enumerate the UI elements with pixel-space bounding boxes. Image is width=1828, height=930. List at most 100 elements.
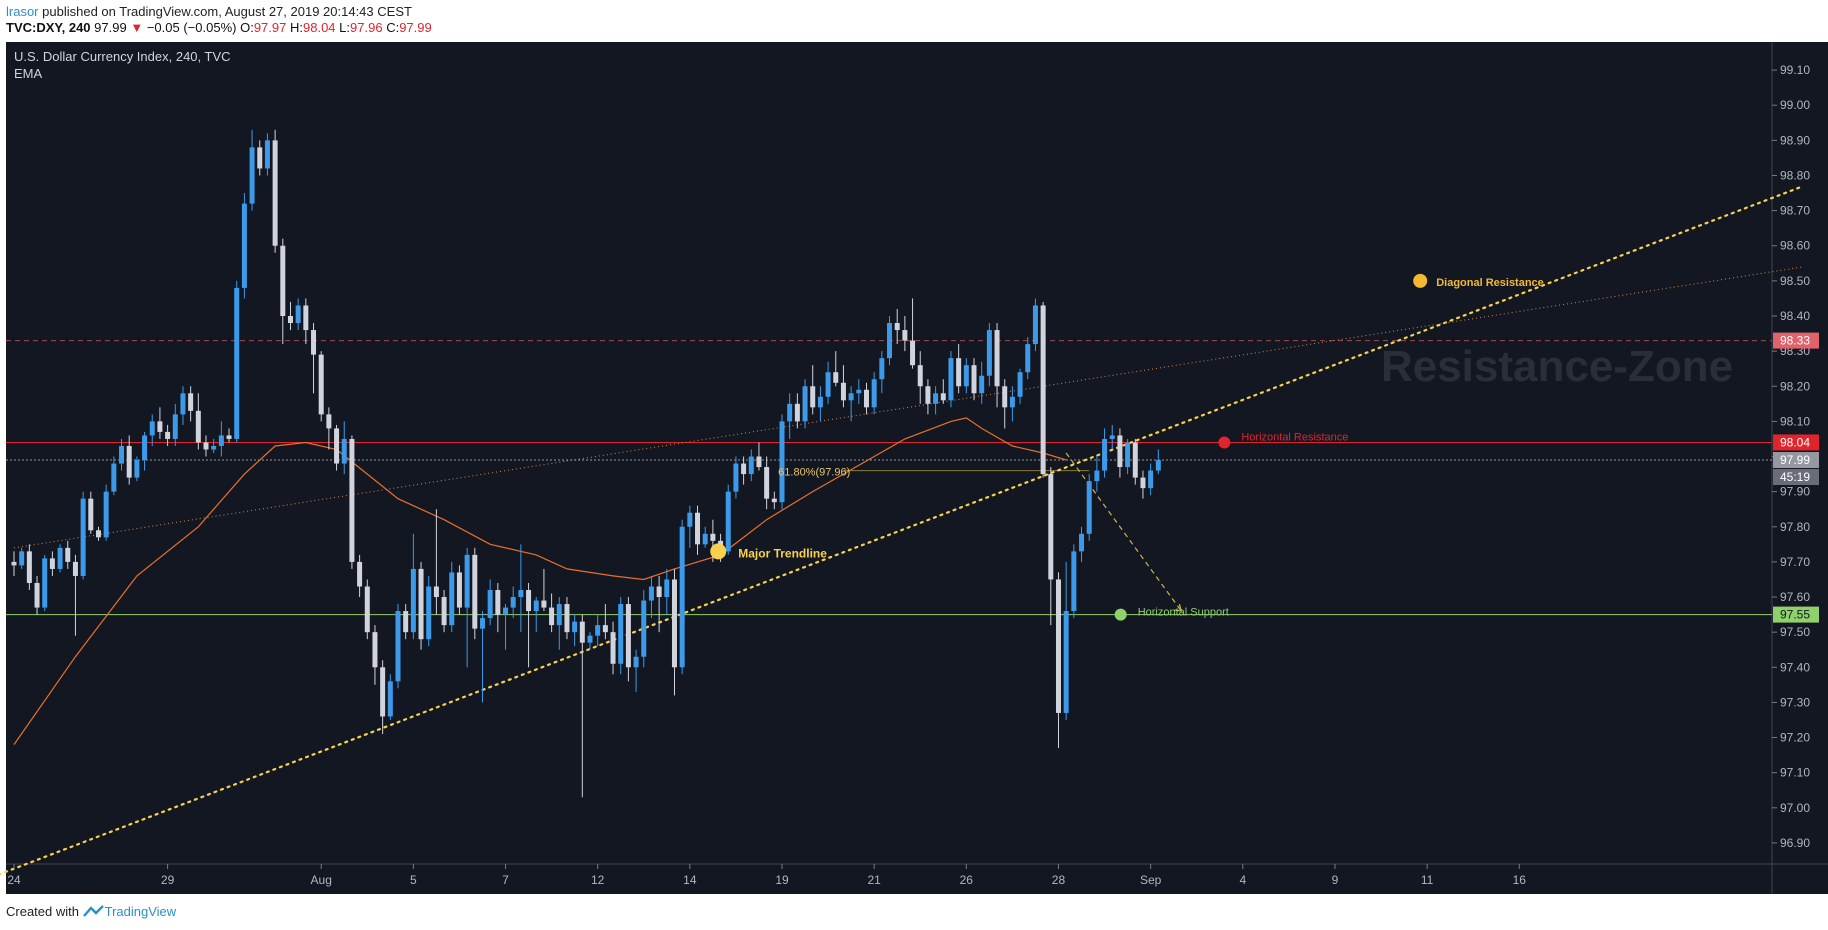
symbol-label: TVC:DXY, 240 [6,20,91,35]
candle-body [618,604,624,664]
candle [111,456,117,496]
candle-body [218,435,224,446]
candle-body [979,375,985,394]
candle-body [234,287,240,439]
candle-body [695,512,701,545]
x-tick-label: 29 [161,873,175,887]
candle-body [887,323,893,359]
candle-body [441,597,447,626]
projection-arrow-head-icon [1174,603,1183,612]
candle [172,403,178,446]
candle [856,379,862,404]
candle-body [149,421,155,436]
x-tick-label: 28 [1052,873,1066,887]
candle [49,551,55,576]
candle [748,449,754,482]
candle [979,361,985,404]
candle-body [280,245,286,316]
candle [72,554,78,636]
candle [195,393,201,450]
candle-body [572,621,578,633]
candle [664,568,670,615]
candle-body [948,358,954,401]
candle-body [641,600,647,657]
candle [671,568,677,696]
y-tick-label: 97.30 [1780,695,1810,709]
candle [933,386,939,415]
candle-body [625,604,631,668]
candle-body [241,203,247,288]
x-tick-label: 4 [1239,873,1246,887]
candle [80,491,86,580]
candle [272,129,278,253]
candle-body [1063,611,1069,713]
candle-body [779,421,785,503]
indicator-label: EMA [14,66,43,81]
candle-body [587,635,593,643]
candle-body [533,600,539,612]
candle-body [380,667,386,717]
price-change: −0.05 (−0.05%) [146,20,237,35]
candle [848,386,854,422]
horizontal-resistance-label: Horizontal Resistance [1241,431,1348,443]
candle-body [894,323,900,331]
tradingview-link[interactable]: TradingView [104,904,177,919]
candle [695,505,701,555]
candle [1009,386,1015,422]
candle [211,438,217,453]
close-value: 97.99 [399,20,432,35]
candle [372,625,378,685]
candle-body [303,305,309,331]
candle [126,435,132,485]
candle [994,323,1000,408]
candle-body [817,396,823,408]
footer: Created with TradingView [6,904,176,921]
candle [587,632,593,650]
candle [249,129,255,211]
candle [403,604,409,640]
candle-body [188,393,194,411]
candle-body [994,330,1000,387]
candle [479,611,485,703]
candle [656,575,662,633]
candle-body [771,498,777,503]
candle [825,361,831,404]
candle [863,382,869,415]
candle-body [503,607,509,615]
candle-body [910,340,916,366]
candle [733,456,739,499]
candle-body [556,604,562,626]
candle-body [11,561,17,566]
candle-body [549,607,555,626]
candle [725,484,731,555]
x-tick-label: 24 [7,873,21,887]
candle [1140,470,1146,499]
axes: 99.10 99.00 98.90 98.80 98.70 98.60 98.50 98.40… [7,63,1819,887]
candle [764,456,770,510]
candle [1117,428,1123,478]
candle [518,544,524,633]
price-chart[interactable]: Major Trendline Horizontal Resistance Hori… [0,42,1828,894]
y-tick-label: 98.10 [1780,414,1810,428]
candle-body [702,533,708,545]
candle [564,597,570,640]
candle [572,614,578,647]
candle-body [479,618,485,629]
candle-body [1117,435,1123,468]
candle [641,590,647,668]
candle [963,358,969,394]
author-link[interactable]: lrasor [6,4,39,19]
candle [948,351,954,408]
y-tick-label: 97.20 [1780,731,1810,745]
ohlc-legend: TVC:DXY, 240 97.99 ▼ −0.05 (−0.05%) O:97… [6,20,432,35]
projection-arrow-line [1065,452,1182,612]
candle-body [710,533,716,541]
candle [65,540,71,569]
candle-body [725,491,731,552]
publish-text: published on TradingView.com, August 27,… [42,4,412,19]
candle [1079,526,1085,562]
candle [871,372,877,415]
chart-title: U.S. Dollar Currency Index, 240, TVC [14,49,231,64]
last-price-badge-label: 97.99 [1780,453,1810,467]
candle [1017,368,1023,404]
